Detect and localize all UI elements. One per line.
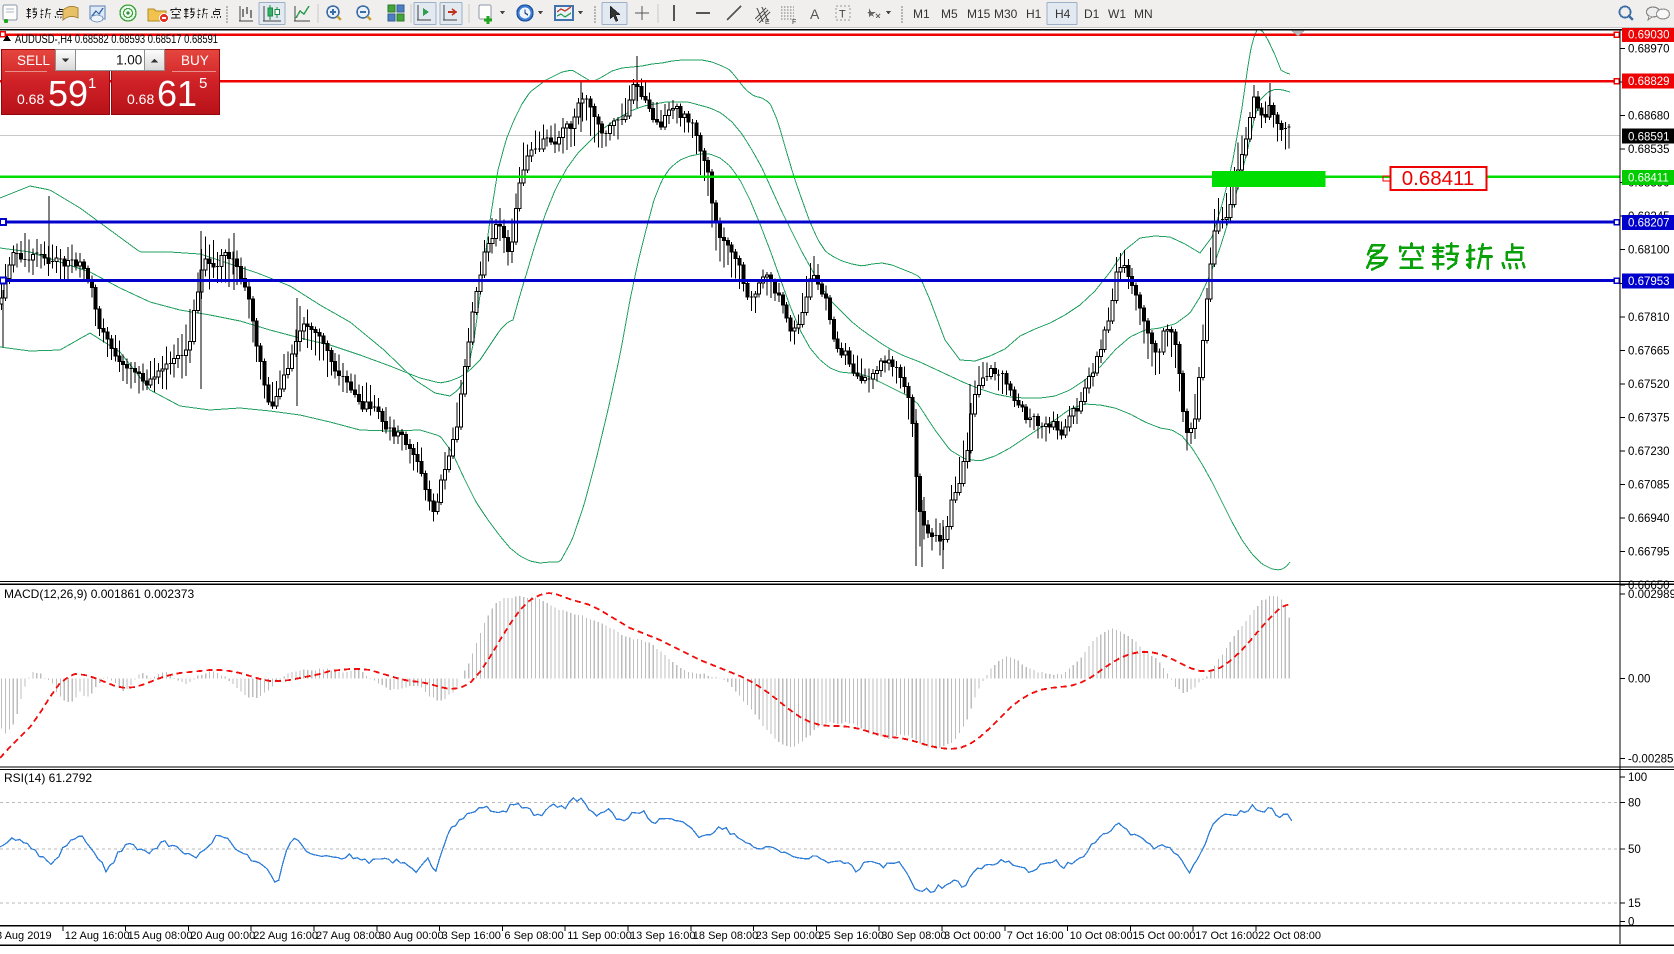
svg-text:80: 80: [1628, 798, 1641, 810]
svg-text:15 Oct 00:00: 15 Oct 00:00: [1132, 930, 1195, 942]
svg-text:0.68411: 0.68411: [1402, 167, 1475, 190]
svg-text:7 Oct 16:00: 7 Oct 16:00: [1007, 930, 1064, 942]
svg-text:0.68591: 0.68591: [1628, 131, 1670, 143]
svg-text:D1: D1: [1084, 7, 1100, 21]
svg-text:M5: M5: [941, 7, 958, 21]
svg-text:20 Aug 00:00: 20 Aug 00:00: [190, 930, 255, 942]
svg-text:0.67810: 0.67810: [1628, 312, 1670, 324]
svg-text:30 Sep 08:00: 30 Sep 08:00: [881, 930, 946, 942]
svg-text:13 Sep 16:00: 13 Sep 16:00: [630, 930, 695, 942]
svg-text:22 Aug 16:00: 22 Aug 16:00: [253, 930, 318, 942]
svg-text:M1: M1: [913, 7, 930, 21]
svg-text:11 Sep 00:00: 11 Sep 00:00: [567, 930, 632, 942]
svg-text:0.00: 0.00: [1628, 674, 1650, 686]
svg-text:18 Sep 08:00: 18 Sep 08:00: [693, 930, 758, 942]
svg-text:5: 5: [199, 75, 207, 92]
svg-text:0.66795: 0.66795: [1628, 547, 1670, 559]
svg-text:0: 0: [1628, 917, 1634, 929]
svg-text:8 Aug 2019: 8 Aug 2019: [0, 930, 52, 942]
svg-text:3 Sep 16:00: 3 Sep 16:00: [442, 930, 501, 942]
svg-text:10 Oct 08:00: 10 Oct 08:00: [1070, 930, 1133, 942]
svg-text:A: A: [810, 6, 820, 22]
svg-text:H4: H4: [1055, 7, 1071, 21]
svg-text:0.67953: 0.67953: [1628, 276, 1670, 288]
svg-text:22 Oct 08:00: 22 Oct 08:00: [1258, 930, 1321, 942]
svg-text:23 Sep 00:00: 23 Sep 00:00: [756, 930, 821, 942]
svg-text:59: 59: [48, 73, 88, 114]
svg-text:0.68970: 0.68970: [1628, 44, 1670, 56]
svg-text:0.68207: 0.68207: [1628, 218, 1670, 230]
svg-text:1: 1: [88, 75, 96, 92]
svg-text:RSI(14) 61.2792: RSI(14) 61.2792: [4, 771, 92, 785]
svg-text:1.00: 1.00: [116, 53, 142, 68]
svg-text:100: 100: [1628, 772, 1647, 784]
svg-text:0.68: 0.68: [127, 91, 154, 107]
svg-text:0.68535: 0.68535: [1628, 144, 1670, 156]
svg-text:H1: H1: [1026, 7, 1042, 21]
svg-text:AUDUSD-,H4 0.68582 0.68593 0.: AUDUSD-,H4 0.68582 0.68593 0.68517 0.685…: [15, 32, 218, 46]
svg-text:25 Sep 16:00: 25 Sep 16:00: [818, 930, 883, 942]
svg-text:12 Aug 16:00: 12 Aug 16:00: [65, 930, 130, 942]
svg-text:0.66650: 0.66650: [1628, 580, 1670, 592]
svg-text:W1: W1: [1108, 7, 1126, 21]
svg-text:T: T: [839, 9, 846, 21]
svg-text:3 Oct 00:00: 3 Oct 00:00: [944, 930, 1001, 942]
svg-text:0.68829: 0.68829: [1628, 76, 1670, 88]
svg-text:0.002989: 0.002989: [1628, 589, 1674, 601]
svg-text:F: F: [792, 19, 796, 26]
svg-text:17 Oct 16:00: 17 Oct 16:00: [1195, 930, 1258, 942]
svg-text:0.67375: 0.67375: [1628, 412, 1670, 424]
svg-text:30 Aug 00:00: 30 Aug 00:00: [379, 930, 444, 942]
svg-text:0.67230: 0.67230: [1628, 446, 1670, 458]
svg-text:0.67665: 0.67665: [1628, 345, 1670, 357]
svg-text:BUY: BUY: [181, 53, 209, 68]
svg-text:0.69030: 0.69030: [1628, 30, 1670, 42]
svg-text:M30: M30: [994, 7, 1018, 21]
svg-text:0.67085: 0.67085: [1628, 480, 1670, 492]
svg-text:SELL: SELL: [17, 53, 51, 68]
svg-text:15: 15: [1628, 898, 1641, 910]
svg-text:E: E: [765, 19, 770, 26]
svg-text:15 Aug 08:00: 15 Aug 08:00: [128, 930, 193, 942]
svg-text:0.66940: 0.66940: [1628, 513, 1670, 525]
svg-text:0.68411: 0.68411: [1628, 173, 1669, 185]
svg-text:MACD(12,26,9) 0.001861 0.00237: MACD(12,26,9) 0.001861 0.002373: [4, 587, 194, 601]
svg-text:-0.002858: -0.002858: [1628, 753, 1674, 765]
svg-text:0.68680: 0.68680: [1628, 111, 1670, 123]
svg-text:0.68100: 0.68100: [1628, 245, 1670, 257]
svg-text:0.67520: 0.67520: [1628, 379, 1670, 391]
svg-text:27 Aug 08:00: 27 Aug 08:00: [316, 930, 381, 942]
svg-text:M15: M15: [967, 7, 991, 21]
svg-text:MN: MN: [1134, 7, 1153, 21]
svg-text:50: 50: [1628, 844, 1641, 856]
svg-text:0.68: 0.68: [17, 91, 44, 107]
svg-text:61: 61: [157, 73, 197, 114]
svg-text:6 Sep 08:00: 6 Sep 08:00: [504, 930, 563, 942]
